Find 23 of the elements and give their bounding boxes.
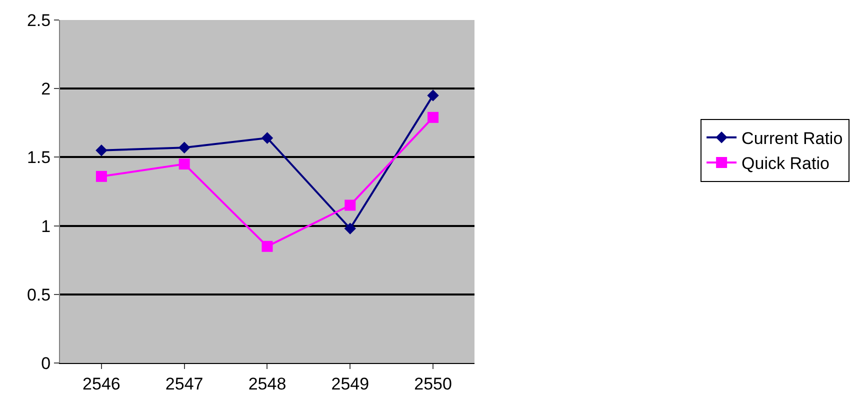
point [428, 112, 439, 123]
point [261, 132, 274, 144]
point [344, 222, 356, 234]
x-tick-label: 2547 [165, 374, 204, 394]
legend-label: Current Ratio [742, 129, 843, 148]
point [178, 142, 190, 154]
point [344, 200, 356, 211]
y-tick-label: 2.5 [26, 10, 51, 30]
point [178, 158, 190, 170]
y-tick-label: 1 [41, 216, 51, 236]
y-tick-label: 0.5 [26, 285, 51, 304]
point [96, 170, 107, 182]
y-tick-label: 2 [41, 80, 51, 99]
point [96, 144, 108, 156]
x-tick-label: 2550 [414, 374, 452, 394]
y-tick-label: 1.5 [26, 148, 51, 168]
point [262, 240, 273, 252]
x-tick-label: 2548 [248, 374, 286, 394]
point [427, 90, 439, 102]
legend-label: Quick Ratio [742, 154, 830, 174]
x-tick-label: 2546 [82, 374, 120, 394]
y-tick-label: 0 [41, 354, 51, 373]
x-tick-label: 2549 [331, 374, 370, 394]
